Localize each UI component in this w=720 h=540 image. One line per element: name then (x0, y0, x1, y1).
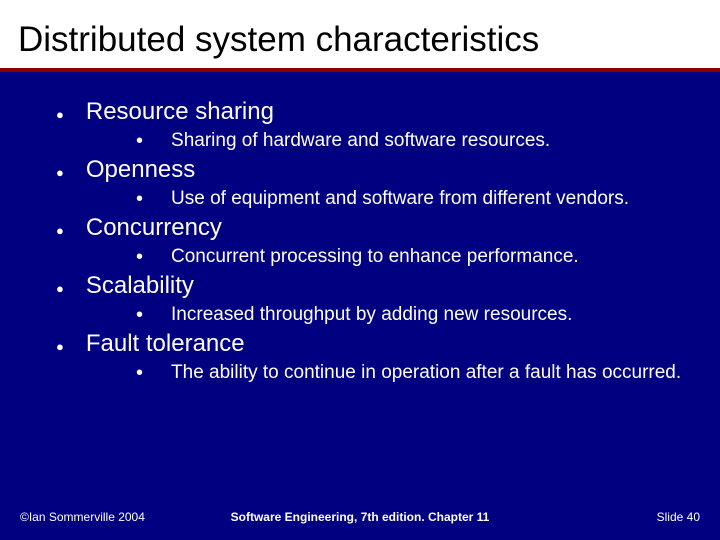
bullet-icon: ● (56, 107, 64, 122)
sub-bullet-icon: • (136, 302, 143, 328)
sub-item-text: Concurrent processing to enhance perform… (171, 244, 579, 270)
sub-list-item: • Concurrent processing to enhance perfo… (136, 244, 702, 270)
list-item: ● Concurrency (56, 214, 702, 242)
item-label: Concurrency (86, 214, 222, 242)
sub-item-text: The ability to continue in operation aft… (171, 360, 681, 386)
list-item: ● Scalability (56, 272, 702, 300)
item-label: Openness (86, 156, 195, 184)
bullet-icon: ● (56, 223, 64, 238)
title-background: Distributed system characteristics (0, 0, 720, 68)
sub-bullet-icon: • (136, 128, 143, 154)
item-label: Scalability (86, 272, 194, 300)
bullet-icon: ● (56, 281, 64, 296)
sub-bullet-icon: • (136, 360, 143, 386)
sub-bullet-icon: • (136, 186, 143, 212)
list-item: ● Resource sharing (56, 98, 702, 126)
footer-slide-number: Slide 40 (657, 510, 700, 524)
list-item: ● Openness (56, 156, 702, 184)
content-area: ● Resource sharing • Sharing of hardware… (0, 72, 720, 386)
item-label: Fault tolerance (86, 330, 245, 358)
sub-list-item: • Sharing of hardware and software resou… (136, 128, 702, 154)
sub-bullet-icon: • (136, 244, 143, 270)
footer: ©Ian Sommerville 2004 Software Engineeri… (0, 510, 720, 524)
footer-chapter: Software Engineering, 7th edition. Chapt… (231, 510, 490, 524)
bullet-icon: ● (56, 165, 64, 180)
footer-copyright: ©Ian Sommerville 2004 (20, 510, 145, 524)
sub-list-item: • Use of equipment and software from dif… (136, 186, 702, 212)
item-label: Resource sharing (86, 98, 274, 126)
slide: Distributed system characteristics ● Res… (0, 0, 720, 540)
sub-item-text: Use of equipment and software from diffe… (171, 186, 629, 212)
slide-title: Distributed system characteristics (18, 20, 702, 60)
bullet-icon: ● (56, 339, 64, 354)
sub-item-text: Increased throughput by adding new resou… (171, 302, 572, 328)
sub-list-item: • Increased throughput by adding new res… (136, 302, 702, 328)
sub-item-text: Sharing of hardware and software resourc… (171, 128, 550, 154)
sub-list-item: • The ability to continue in operation a… (136, 360, 702, 386)
list-item: ● Fault tolerance (56, 330, 702, 358)
